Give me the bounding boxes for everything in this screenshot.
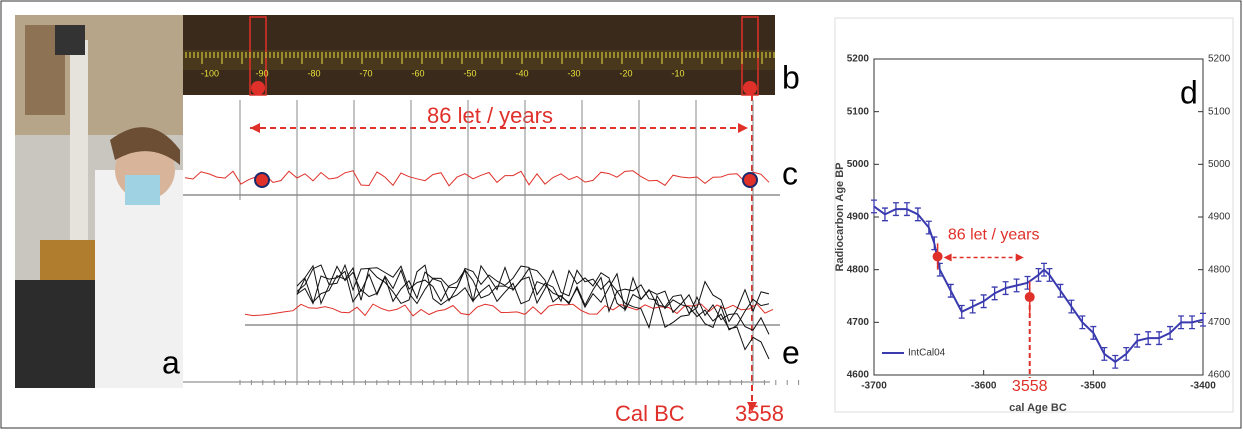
ring-marker — [743, 81, 757, 95]
panel-label: c — [782, 155, 798, 191]
y2-tick-label: 4700 — [1208, 317, 1231, 328]
panel-label: a — [162, 344, 180, 380]
y-tick-label: 5000 — [847, 159, 870, 170]
sample-curve — [296, 263, 770, 360]
chart-panel — [834, 17, 1234, 413]
panel-label: d — [1180, 74, 1198, 110]
sample-curve — [296, 264, 770, 331]
y-axis-label: Radiocarbon Age BP — [834, 163, 846, 272]
year-label: 3558 — [735, 401, 784, 426]
panel-label: b — [782, 59, 800, 95]
legend-label: IntCal04 — [908, 348, 946, 359]
y2-tick-label: 4900 — [1208, 212, 1231, 223]
photo — [15, 15, 183, 388]
y-tick-label: 4700 — [847, 317, 870, 328]
y-tick-label: 5200 — [847, 54, 870, 65]
axis-label: Cal BC — [615, 401, 685, 426]
x-axis-label: cal Age BC — [1009, 402, 1067, 414]
match-point — [742, 172, 758, 188]
y2-tick-label: 5000 — [1208, 159, 1231, 170]
ruler-label: -90 — [255, 68, 268, 78]
y2-tick-label: 4600 — [1208, 370, 1231, 381]
curve — [873, 205, 1204, 364]
x-tick-label: -3400 — [1190, 381, 1216, 392]
y-tick-label: 4800 — [847, 264, 870, 275]
year-label: 3558 — [1012, 378, 1048, 395]
ring-width-curve — [184, 170, 770, 187]
ruler-label: -30 — [567, 68, 580, 78]
sample-curve — [296, 267, 770, 335]
x-tick-label: -3600 — [971, 381, 997, 392]
x-tick-label: -3700 — [861, 381, 887, 392]
y-tick-label: 4900 — [847, 212, 870, 223]
ruler-label: -80 — [307, 68, 320, 78]
ruler-label: -50 — [463, 68, 476, 78]
span-label: 86 let / years — [427, 103, 553, 128]
ruler-label: -10 — [671, 68, 684, 78]
x-tick-label: -3500 — [1081, 381, 1107, 392]
y-tick-label: 4600 — [847, 370, 870, 381]
ruler-label: -60 — [411, 68, 424, 78]
ruler-label: -40 — [515, 68, 528, 78]
ruler-label: -20 — [619, 68, 632, 78]
span-label: 86 let / years — [948, 227, 1040, 244]
arrow-head — [747, 402, 757, 412]
y2-tick-label: 5100 — [1208, 106, 1231, 117]
marker — [932, 251, 943, 262]
panel-label: e — [782, 334, 800, 370]
ring-marker — [251, 81, 265, 95]
match-point — [254, 172, 270, 188]
y2-tick-label: 4800 — [1208, 264, 1231, 275]
ruler-label: -100 — [201, 68, 219, 78]
ruler-label: -70 — [359, 68, 372, 78]
ruler-band — [183, 50, 775, 70]
y2-tick-label: 5200 — [1208, 54, 1231, 65]
y-tick-label: 5100 — [847, 106, 870, 117]
marker — [1024, 292, 1035, 303]
